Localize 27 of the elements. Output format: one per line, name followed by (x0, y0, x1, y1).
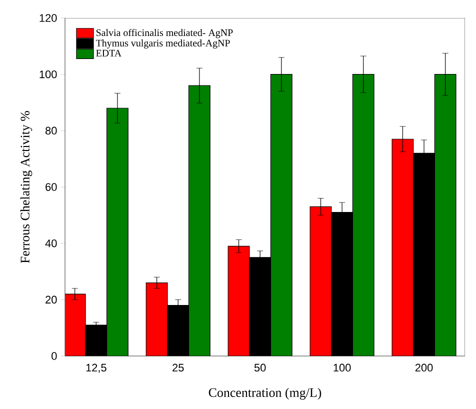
y-axis-title: Ferrous Chelating Activity % (20, 110, 32, 264)
y-tick-label: 40 (45, 239, 57, 248)
bar (392, 138, 414, 356)
bar (434, 74, 456, 356)
x-tick-label: 12,5 (86, 364, 106, 373)
y-tick-label: 120 (40, 14, 57, 22)
bar (310, 206, 332, 356)
bar (228, 246, 250, 356)
legend-label: EDTA (96, 50, 122, 56)
bar (106, 108, 128, 356)
bar (352, 74, 374, 356)
y-tick-label: 80 (46, 126, 57, 135)
y-tick-label: 0 (52, 352, 57, 360)
y-tick-label: 100 (40, 70, 57, 78)
bar (146, 282, 168, 356)
x-tick-label: 200 (415, 364, 433, 372)
bar (188, 86, 210, 356)
x-tick-label: 50 (254, 364, 266, 372)
x-tick-label: 100 (334, 364, 351, 372)
y-tick-label: 20 (46, 296, 57, 304)
y-tick-label: 60 (46, 183, 57, 191)
legend-label: Thymus vulgaris mediated-AgNP (96, 39, 230, 49)
x-axis-title: Concentration (mg/L) (208, 388, 322, 400)
legend-label: Salvia officinalis mediated- AgNP (96, 28, 233, 38)
x-tick-label: 25 (172, 364, 184, 372)
bar (65, 294, 86, 356)
bar (270, 74, 292, 356)
